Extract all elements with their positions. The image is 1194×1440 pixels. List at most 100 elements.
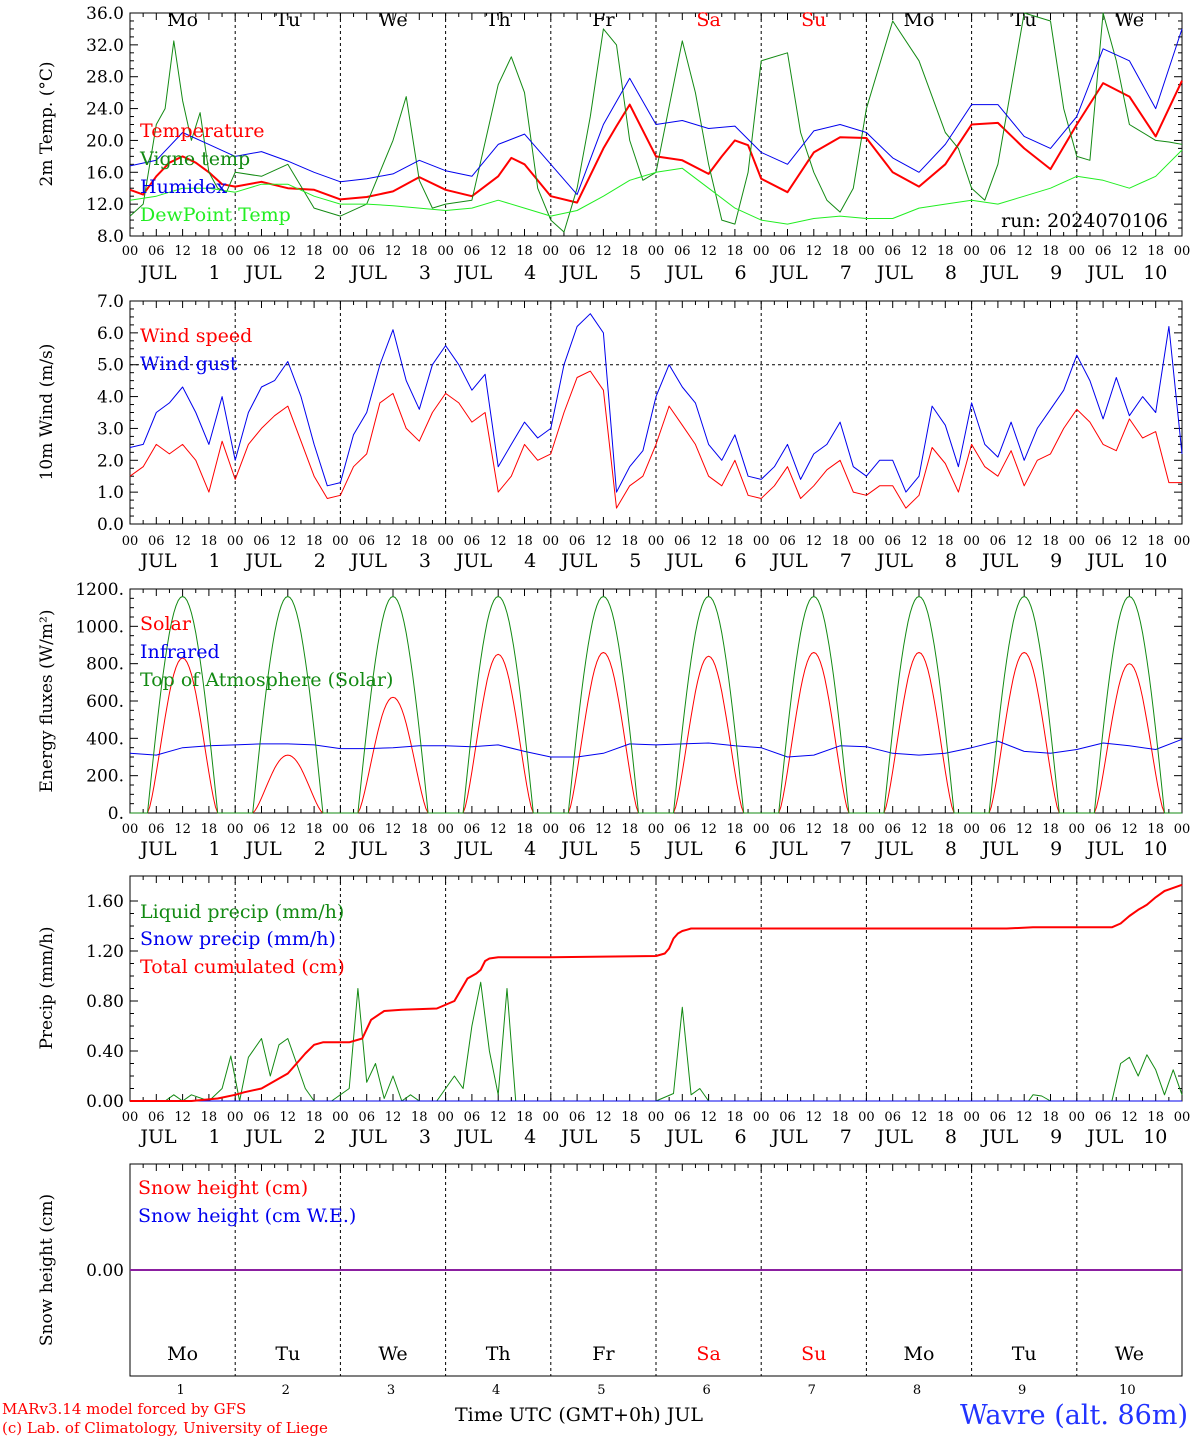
hour-tick-label: 18	[306, 534, 323, 549]
hour-tick-label: 06	[1095, 1110, 1112, 1125]
hour-tick-label: 12	[280, 822, 297, 837]
hour-tick-label: 06	[464, 244, 481, 259]
y-tick-label: 0.	[108, 804, 124, 824]
hour-tick-label: 06	[1095, 534, 1112, 549]
y-tick-label: 3.0	[97, 419, 124, 439]
day-number-label: 5	[629, 262, 641, 284]
legend-entry: Total cumulated (cm)	[140, 956, 345, 978]
y-axis-label: 2m Temp. (°C)	[37, 61, 57, 186]
day-number-label: 6	[735, 1126, 747, 1148]
hour-tick-label: 00	[858, 534, 875, 549]
month-label: JUL	[138, 262, 177, 284]
hour-tick-label: 18	[1147, 244, 1164, 259]
hour-tick-label: 06	[990, 244, 1007, 259]
month-label: JUL	[770, 262, 809, 284]
hour-tick-label: 00	[1174, 244, 1191, 259]
hour-tick-label: 18	[306, 244, 323, 259]
day-name-label: We	[1115, 1343, 1144, 1365]
day-number-label: 9	[1050, 1126, 1062, 1148]
hour-tick-label: 12	[280, 1110, 297, 1125]
month-label: JUL	[349, 550, 388, 572]
hour-tick-label: 12	[595, 244, 612, 259]
day-number-label: 4	[524, 1126, 536, 1148]
day-number-label: 9	[1050, 838, 1062, 860]
plot-frame	[129, 300, 1183, 525]
y-axis-label: Precip (mm/h)	[37, 926, 57, 1049]
hour-tick-label: 18	[1042, 822, 1059, 837]
hour-tick-label: 18	[727, 534, 744, 549]
month-label: JUL	[980, 1126, 1019, 1148]
hour-tick-label: 18	[306, 822, 323, 837]
hour-tick-label: 06	[884, 1110, 901, 1125]
y-tick-label: 1200.	[75, 580, 124, 600]
hour-tick-label: 00	[332, 822, 349, 837]
legend-entry: Temperature	[140, 120, 264, 142]
y-tick-label: 0.00	[86, 1261, 124, 1281]
hour-tick-label: 12	[385, 244, 402, 259]
month-label: JUL	[770, 1126, 809, 1148]
month-label: JUL	[559, 1126, 598, 1148]
hour-tick-label: 00	[543, 822, 560, 837]
day-name-label: Mo	[904, 9, 935, 31]
hour-tick-label: 00	[858, 244, 875, 259]
hour-tick-label: 06	[358, 244, 375, 259]
hour-tick-label: 18	[937, 244, 954, 259]
hour-tick-label: 00	[1069, 534, 1086, 549]
hour-tick-label: 00	[122, 1110, 139, 1125]
month-label: JUL	[244, 550, 283, 572]
y-tick-label: 1.20	[86, 942, 124, 962]
hour-tick-label: 00	[543, 1110, 560, 1125]
hour-tick-label: 12	[174, 244, 191, 259]
panel-5	[129, 1163, 1183, 1377]
y-tick-label: 16.0	[86, 163, 124, 183]
series-line-temperature	[129, 80, 1183, 204]
month-label: JUL	[875, 838, 914, 860]
panel-2	[129, 300, 1183, 525]
month-label: JUL	[138, 838, 177, 860]
day-number-label: 7	[840, 262, 852, 284]
hour-tick-label: 00	[858, 1110, 875, 1125]
hour-tick-label: 12	[280, 534, 297, 549]
y-tick-label: 28.0	[86, 68, 124, 88]
hour-tick-label: 18	[201, 822, 218, 837]
legend-entry: Humidex	[140, 176, 227, 198]
hour-tick-label: 12	[595, 534, 612, 549]
day-number-label: 8	[913, 1383, 921, 1398]
hour-tick-label: 12	[806, 1110, 823, 1125]
day-name-label: Fr	[592, 9, 615, 31]
hour-tick-label: 00	[963, 534, 980, 549]
hour-tick-label: 06	[990, 534, 1007, 549]
y-tick-label: 0.40	[86, 1042, 124, 1062]
hour-tick-label: 12	[806, 534, 823, 549]
hour-tick-label: 00	[227, 1110, 244, 1125]
hour-tick-label: 06	[253, 822, 270, 837]
hour-tick-label: 06	[1095, 244, 1112, 259]
hour-tick-label: 00	[332, 1110, 349, 1125]
hour-tick-label: 06	[148, 822, 165, 837]
day-number-label: 6	[702, 1383, 710, 1398]
hour-tick-label: 12	[911, 244, 928, 259]
day-number-label: 7	[808, 1383, 816, 1398]
legend-entry: Snow height (cm)	[138, 1177, 308, 1199]
hour-tick-label: 06	[779, 822, 796, 837]
hour-tick-label: 12	[490, 534, 507, 549]
y-axis-label: Energy fluxes (W/m²)	[37, 610, 57, 793]
day-number-label: 6	[735, 838, 747, 860]
hour-tick-label: 00	[1174, 534, 1191, 549]
y-tick-label: 200.	[86, 767, 124, 787]
model-credit: MARv3.14 model forced by GFS	[2, 1400, 247, 1418]
hour-tick-label: 18	[411, 1110, 428, 1125]
hour-tick-label: 18	[832, 1110, 849, 1125]
hour-tick-label: 00	[437, 244, 454, 259]
day-name-label: Sa	[696, 1343, 720, 1365]
day-number-label: 1	[209, 1126, 221, 1148]
y-tick-label: 0.0	[97, 515, 124, 535]
day-name-label: Tu	[275, 9, 300, 31]
hour-tick-label: 00	[753, 534, 770, 549]
month-label: JUL	[349, 262, 388, 284]
hour-tick-label: 18	[411, 822, 428, 837]
day-number-label: 2	[282, 1383, 290, 1398]
day-number-label: 10	[1143, 838, 1167, 860]
month-label: JUL	[770, 550, 809, 572]
day-name-label: Sa	[696, 9, 720, 31]
